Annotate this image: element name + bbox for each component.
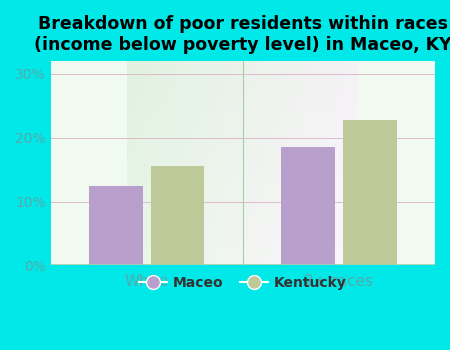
Bar [151, 166, 204, 265]
Bar [281, 147, 335, 265]
Bar [89, 186, 143, 265]
Legend: Maceo, Kentucky: Maceo, Kentucky [134, 270, 352, 295]
Title: Breakdown of poor residents within races
(income below poverty level) in Maceo, : Breakdown of poor residents within races… [34, 15, 450, 54]
Bar [343, 120, 396, 265]
